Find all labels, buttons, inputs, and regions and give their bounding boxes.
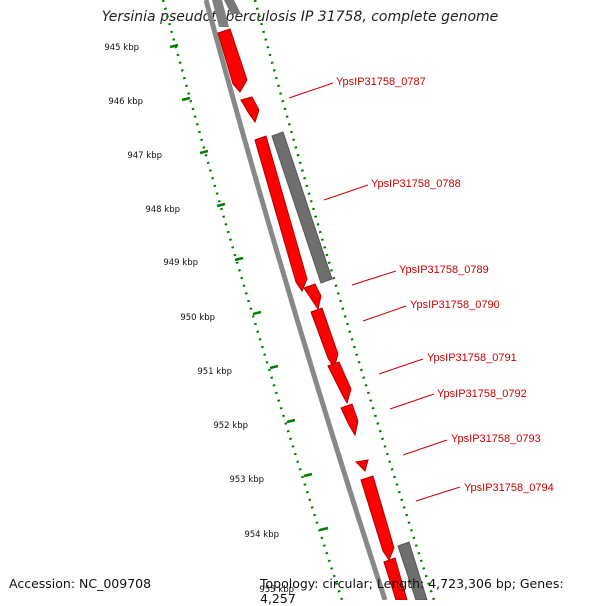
kbp-labels: 945 kbp 946 kbp 947 kbp 948 kbp 949 kbp 950 k… [104, 43, 294, 595]
kbp-tick [303, 472, 313, 478]
kbp-label: 948 kbp [145, 205, 180, 215]
kbp-label: 953 kbp [229, 475, 264, 485]
kbp-label: 952 kbp [213, 421, 248, 431]
gene-leader-lines [288, 82, 461, 502]
tick-ring-right [253, 0, 436, 600]
kbp-tick [199, 149, 209, 155]
kbp-label: 945 kbp [104, 43, 139, 53]
gene-feature [360, 475, 395, 562]
gene-label[interactable]: YpsIP31758_0794 [464, 482, 554, 494]
genes-reverse [224, 0, 428, 600]
gene-feature [224, 0, 241, 14]
gene-feature [254, 135, 308, 293]
genome-backbone [203, 0, 388, 600]
gene-label[interactable]: YpsIP31758_0789 [399, 264, 489, 276]
gene-label[interactable]: YpsIP31758_0790 [410, 299, 500, 311]
gene-feature [340, 403, 359, 437]
gene-label[interactable]: YpsIP31758_0787 [336, 76, 426, 88]
kbp-label: 947 kbp [127, 151, 162, 161]
gene-feature [383, 557, 408, 600]
kbp-tick [319, 526, 329, 532]
leader-line [415, 486, 461, 502]
kbp-ticks [169, 43, 329, 532]
kbp-tick [286, 418, 296, 424]
kbp-label: 949 kbp [163, 258, 198, 268]
kbp-tick [181, 96, 191, 102]
kbp-tick [216, 202, 226, 208]
gene-labels: YpsIP31758_0787 YpsIP31758_0788 YpsIP31758… [336, 76, 554, 494]
leader-line [378, 358, 424, 375]
kbp-tick [252, 310, 262, 316]
gene-feature [354, 459, 369, 472]
leader-line [323, 184, 369, 201]
gene-feature [212, 0, 229, 27]
kbp-label: 955 kbp [259, 585, 294, 595]
leader-line [402, 439, 448, 456]
kbp-label: 954 kbp [244, 530, 279, 540]
leader-line [351, 270, 397, 286]
gene-feature [310, 307, 339, 370]
leader-line [288, 82, 334, 99]
kbp-tick [169, 43, 179, 49]
gene-label[interactable]: YpsIP31758_0793 [451, 433, 541, 445]
gene-feature [217, 28, 248, 93]
kbp-label: 950 kbp [180, 313, 215, 323]
kbp-label: 946 kbp [108, 97, 143, 107]
gene-feature [271, 131, 333, 284]
gene-feature [397, 541, 428, 600]
gene-feature [240, 96, 260, 124]
genes-forward [212, 0, 408, 600]
kbp-label: 951 kbp [197, 367, 232, 377]
gene-feature [327, 361, 352, 405]
leader-line [389, 393, 435, 410]
accession-text: Accession: NC_009708 [9, 576, 152, 591]
kbp-tick [234, 256, 244, 262]
gene-label[interactable]: YpsIP31758_0791 [427, 352, 517, 364]
leader-line [362, 305, 407, 322]
tick-ring-left [161, 0, 344, 600]
kbp-tick [269, 364, 279, 370]
gene-label[interactable]: YpsIP31758_0788 [371, 178, 461, 190]
gene-label[interactable]: YpsIP31758_0792 [437, 388, 527, 400]
gene-feature [303, 283, 322, 311]
map-title: Yersinia pseudotuberculosis IP 31758, co… [101, 9, 499, 25]
genome-summary-text: Topology: circular; Length: 4,723,306 bp… [260, 576, 564, 606]
